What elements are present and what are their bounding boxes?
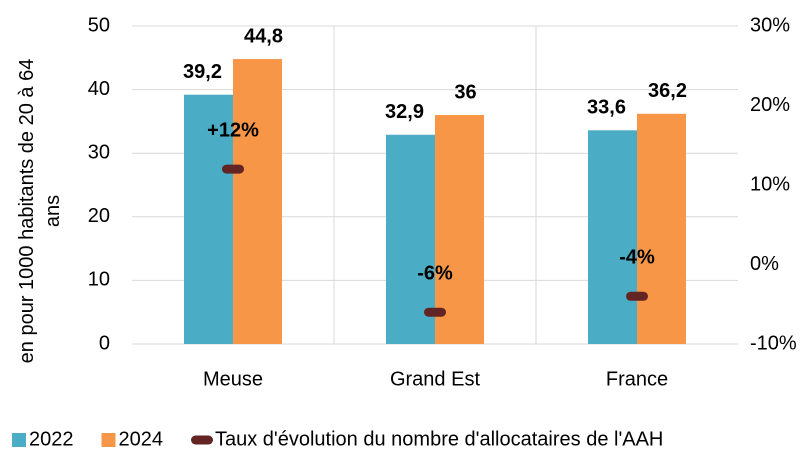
bar — [637, 113, 686, 344]
y2-tick-label: 30% — [750, 14, 790, 36]
y-tick-label: 0 — [99, 332, 110, 354]
legend-swatch — [191, 435, 213, 445]
value-label: -4% — [619, 247, 655, 269]
x-tick-label: Meuse — [203, 368, 263, 390]
bar — [588, 130, 637, 344]
y-tick-label: 20 — [88, 205, 110, 227]
legend-swatch — [101, 433, 116, 447]
value-label: 36 — [454, 81, 476, 103]
y2-tick-label: -10% — [750, 332, 797, 354]
value-label: 44,8 — [244, 25, 283, 47]
x-tick-label: Grand Est — [390, 368, 480, 390]
value-label: 39,2 — [183, 61, 222, 83]
marker — [626, 291, 648, 301]
y-tick-label: 30 — [88, 141, 110, 163]
legend-label: 2024 — [119, 428, 164, 450]
value-label: 33,6 — [587, 97, 626, 119]
y-tick-label: 40 — [88, 78, 110, 100]
bar — [184, 94, 233, 344]
bar — [435, 115, 484, 344]
y2-tick-label: 0% — [750, 253, 779, 275]
y-tick-label: 50 — [88, 14, 110, 36]
bar — [233, 59, 282, 345]
x-tick-label: France — [606, 368, 668, 390]
legend-swatch — [12, 433, 26, 447]
y2-tick-label: 10% — [750, 173, 790, 195]
marker — [424, 307, 446, 317]
y-tick-label: 10 — [88, 269, 110, 291]
marker — [222, 164, 244, 174]
y2-tick-label: 20% — [750, 94, 790, 116]
legend-label: Taux d'évolution du nombre d'allocataire… — [215, 428, 663, 450]
y-axis-label: en pour 1000 habitants de 20 à 64 ans — [16, 58, 64, 364]
value-label: -6% — [417, 262, 453, 284]
value-label: +12% — [207, 119, 259, 141]
legend-label: 2022 — [29, 428, 74, 450]
value-label: 32,9 — [385, 101, 424, 123]
value-label: 36,2 — [648, 80, 687, 102]
